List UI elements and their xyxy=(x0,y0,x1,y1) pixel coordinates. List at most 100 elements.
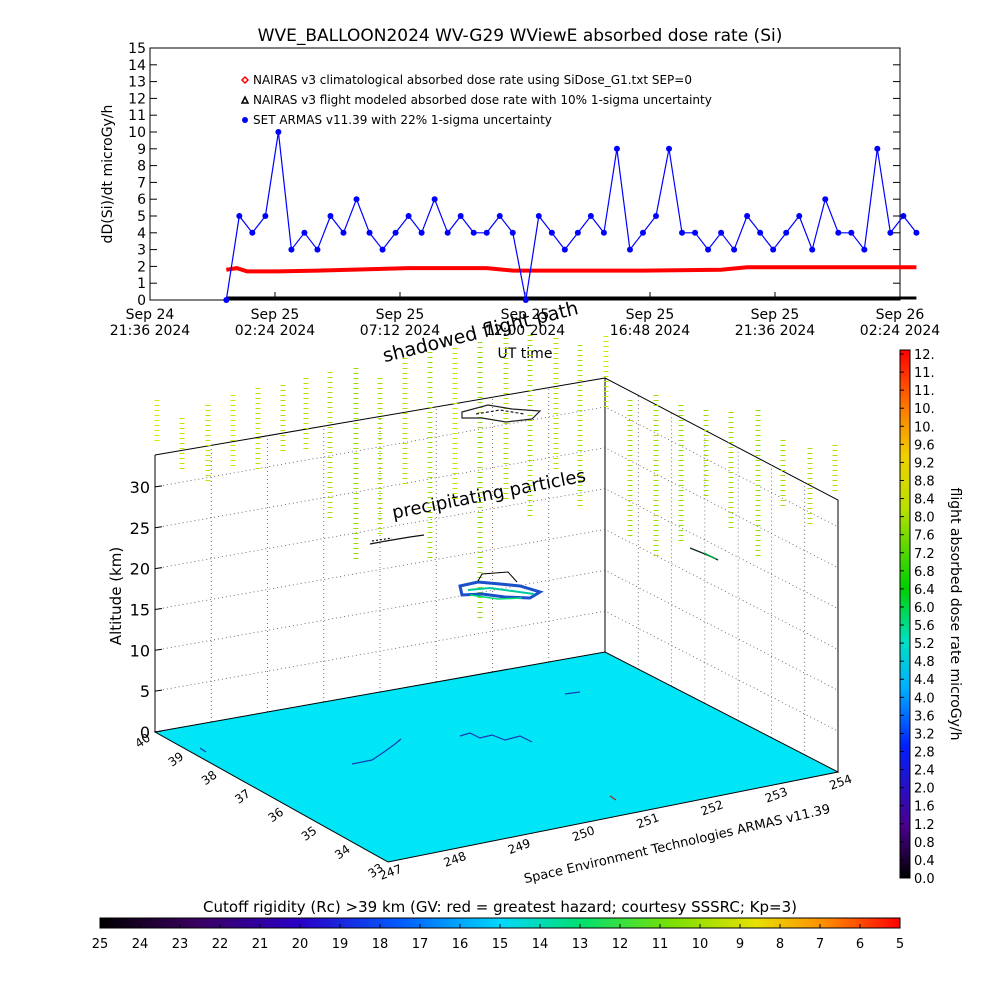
altitude-tick-label: 0 xyxy=(140,723,150,742)
precipitating-particles-annotation: precipitating particles xyxy=(390,466,587,524)
y-tick-label: 11 xyxy=(128,108,146,124)
altitude-tick-label: 5 xyxy=(140,682,150,701)
flight-cluster-mid xyxy=(458,571,544,600)
y-tick-label: 2 xyxy=(137,259,146,275)
legend: NAIRAS v3 climatological absorbed dose r… xyxy=(240,73,712,127)
armas-point xyxy=(431,196,438,203)
rc-tick-label: 15 xyxy=(492,937,509,952)
longitude-tick-label: 249 xyxy=(506,836,532,857)
longitude-tick-label: 252 xyxy=(699,797,725,818)
altitude-tick xyxy=(154,567,163,570)
dose-tick-label: 7.2 xyxy=(914,547,935,562)
dose-tick-label: 6.8 xyxy=(914,565,935,580)
dose-tick-label: 4.4 xyxy=(914,673,935,688)
legend-marker-diamond xyxy=(240,75,250,85)
x-tick-label-time: 07:12 2024 xyxy=(360,323,441,339)
dose-rate-chart: WVE_BALLOON2024 WV-G29 WViewE absorbed d… xyxy=(100,26,940,367)
x-tick-label-time: 21:36 2024 xyxy=(110,323,191,339)
altitude-tick-label: 20 xyxy=(130,560,150,579)
armas-point xyxy=(470,229,477,236)
altitude-grid-line xyxy=(154,610,839,732)
y-tick-label: 9 xyxy=(137,142,146,158)
series-armas-line xyxy=(225,131,917,301)
dose-tick-label: 2.0 xyxy=(914,782,935,797)
dose-tick-label: 2.4 xyxy=(914,764,935,779)
latitude-tick-label: 38 xyxy=(199,768,220,788)
armas-point xyxy=(613,145,620,152)
trajectory-3d-plot: 0510152025304039383736353433247248249250… xyxy=(107,335,854,887)
dose-tick-label: 0.4 xyxy=(914,854,935,869)
rc-tick-label: 24 xyxy=(132,937,149,952)
armas-point xyxy=(652,213,659,219)
armas-point xyxy=(418,229,425,236)
dose-tick-label: 5.6 xyxy=(914,619,935,634)
armas-point xyxy=(874,145,881,152)
y-tick-label: 15 xyxy=(128,41,146,57)
dose-colorbar-gradient xyxy=(899,349,911,879)
flight-cluster-left xyxy=(369,534,425,545)
armas-point xyxy=(770,246,777,253)
plot-walls xyxy=(154,377,839,772)
rc-tick-label: 7 xyxy=(816,937,824,952)
rc-tick-label: 10 xyxy=(692,937,709,952)
altitude-tick-label: 30 xyxy=(130,478,150,497)
longitude-tick-label: 250 xyxy=(570,823,596,844)
armas-point xyxy=(835,229,842,236)
armas-point xyxy=(913,229,920,236)
altitude-tick xyxy=(154,689,163,692)
armas-point xyxy=(666,145,673,152)
chart-title: WVE_BALLOON2024 WV-G29 WViewE absorbed d… xyxy=(258,26,783,46)
armas-point xyxy=(366,229,373,236)
armas-point xyxy=(353,196,360,203)
latitude-tick-label: 39 xyxy=(166,749,187,769)
x-tick-label-date: Sep 25 xyxy=(376,307,425,323)
dose-tick-label: 1.6 xyxy=(914,800,935,815)
longitude-tick-label: 254 xyxy=(827,772,853,793)
dose-tick-label: 2.8 xyxy=(914,746,935,761)
y-axis-label: dD(Si)/dt microGy/h xyxy=(100,105,116,244)
dose-tick-label: 10. xyxy=(914,420,935,435)
dose-colorbar-ticks: 0.0 0.4 0.8 1.2 1.6 2.0 2.4 2.8 3.2 3.6 4.0 4.4 4.8 5… xyxy=(900,348,935,887)
armas-point xyxy=(288,246,295,253)
armas-point xyxy=(535,213,542,219)
armas-point xyxy=(639,229,646,236)
altitude-tick-label: 15 xyxy=(130,600,150,619)
y-tick-label: 12 xyxy=(128,91,146,107)
x-axis-label: UT time xyxy=(498,346,553,362)
armas-point xyxy=(301,229,308,236)
rc-tick-label: 16 xyxy=(452,937,469,952)
armas-point xyxy=(392,229,399,236)
series-nairas-climatological xyxy=(225,265,917,274)
rc-tick-label: 13 xyxy=(572,937,589,952)
dose-tick-label: 8.4 xyxy=(914,493,935,508)
rc-tick-label: 11 xyxy=(652,937,669,952)
y-tick-label: 0 xyxy=(137,293,146,309)
armas-point xyxy=(574,229,581,236)
armas-point xyxy=(900,213,907,219)
x-tick-label-time: 12:00 2024 xyxy=(485,323,566,339)
armas-point xyxy=(718,229,725,236)
rc-tick-label: 17 xyxy=(412,937,429,952)
armas-point xyxy=(327,213,334,219)
latitude-tick-label: 34 xyxy=(332,842,353,862)
rc-tick-label: 14 xyxy=(532,937,549,952)
dose-tick-label: 10. xyxy=(914,402,935,417)
dose-tick-label: 7.6 xyxy=(914,529,935,544)
cutoff-rigidity-ticks: 25 24 23 22 21 20 19 18 17 16 15 14 13 12 11 10 9 8 7 6 5 xyxy=(92,924,904,952)
x-tick-label-date: Sep 25 xyxy=(751,307,800,323)
dose-tick-label: 6.4 xyxy=(914,583,935,598)
altitude-grid-line xyxy=(154,569,839,691)
dose-tick-label: 4.8 xyxy=(914,655,935,670)
armas-point xyxy=(457,213,464,219)
armas-point xyxy=(379,246,386,253)
altitude-tick-label: 10 xyxy=(130,641,150,660)
armas-point xyxy=(249,229,256,236)
armas-point xyxy=(600,229,607,236)
armas-point xyxy=(262,213,269,219)
altitude-tick xyxy=(154,730,163,733)
armas-point xyxy=(822,196,829,203)
dose-tick-label: 11. xyxy=(914,366,935,381)
armas-point xyxy=(783,229,790,236)
flight-cluster-high xyxy=(461,404,542,423)
rc-tick-label: 21 xyxy=(252,937,269,952)
